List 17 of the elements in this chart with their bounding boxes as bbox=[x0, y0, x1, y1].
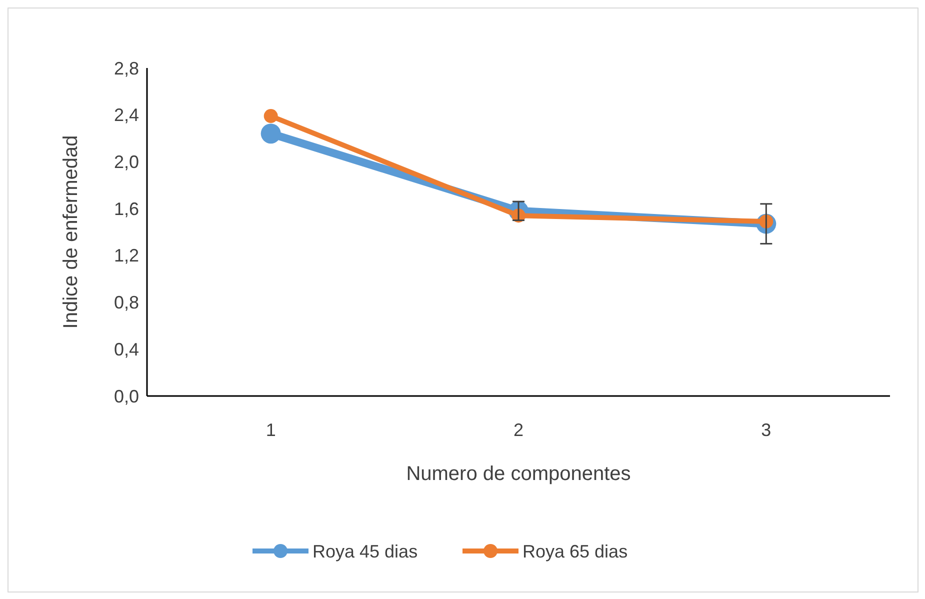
y-tick-label: 0,4 bbox=[114, 339, 139, 360]
y-tick-label: 0,0 bbox=[114, 386, 139, 406]
x-axis-title: Numero de componentes bbox=[406, 463, 631, 485]
y-axis-title: Indice de enfermedad bbox=[60, 135, 82, 329]
x-tick-label: 3 bbox=[761, 420, 772, 440]
x-tick-label: 2 bbox=[513, 420, 524, 440]
y-tick-label: 1,6 bbox=[114, 198, 139, 219]
point bbox=[264, 109, 278, 124]
y-tick-label: 2,4 bbox=[114, 105, 139, 126]
y-tick-label: 1,2 bbox=[114, 246, 139, 266]
point bbox=[260, 124, 281, 144]
x-tick-label: 1 bbox=[266, 420, 276, 440]
legend-label: Roya 65 dias bbox=[522, 541, 628, 562]
y-tick-label: 2,0 bbox=[114, 152, 139, 172]
y-tick-label: 2,8 bbox=[114, 58, 139, 78]
legend-label: Roya 45 dias bbox=[312, 541, 418, 562]
y-tick-label: 0,8 bbox=[114, 292, 139, 313]
